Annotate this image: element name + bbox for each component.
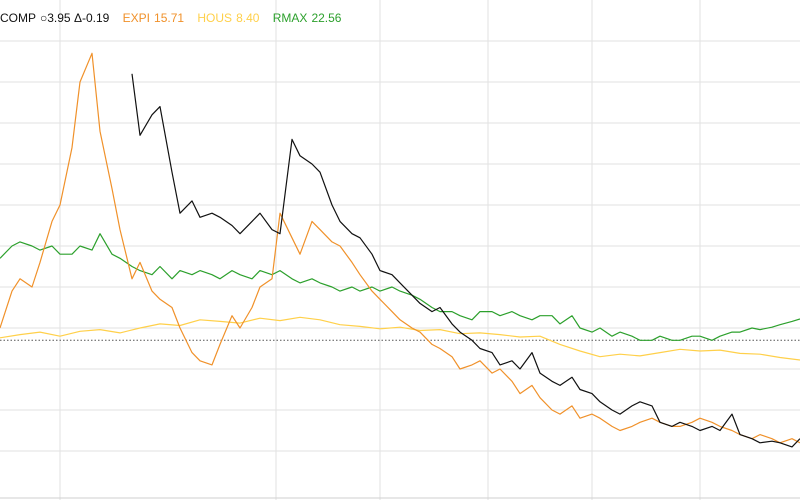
legend-symbol: HOUS [197, 11, 233, 25]
series-line-comp [131, 73, 800, 448]
legend-symbol: RMAX [272, 11, 308, 25]
legend-value: 8.40 [236, 11, 260, 25]
legend-item-rmax[interactable]: RMAX 22.56 [273, 9, 342, 27]
legend-value: ○3.95 Δ-0.19 [40, 11, 110, 25]
legend-item-hous[interactable]: HOUS 8.40 [197, 9, 259, 27]
series-layer [0, 52, 800, 448]
legend-value: 15.71 [154, 11, 185, 25]
series-line-rmax [0, 233, 800, 341]
legend-symbol: COMP [0, 11, 36, 25]
series-line-hous [0, 316, 800, 361]
legend-value: 22.56 [311, 11, 342, 25]
legend-symbol: EXPI [122, 11, 151, 25]
legend-item-expi[interactable]: EXPI 15.71 [123, 9, 184, 27]
series-line-expi [0, 52, 800, 444]
legend: COMP ○3.95 Δ-0.19 EXPI 15.71 HOUS 8.40 RMAX… [0, 9, 351, 27]
legend-item-comp[interactable]: COMP ○3.95 Δ-0.19 [0, 9, 109, 27]
